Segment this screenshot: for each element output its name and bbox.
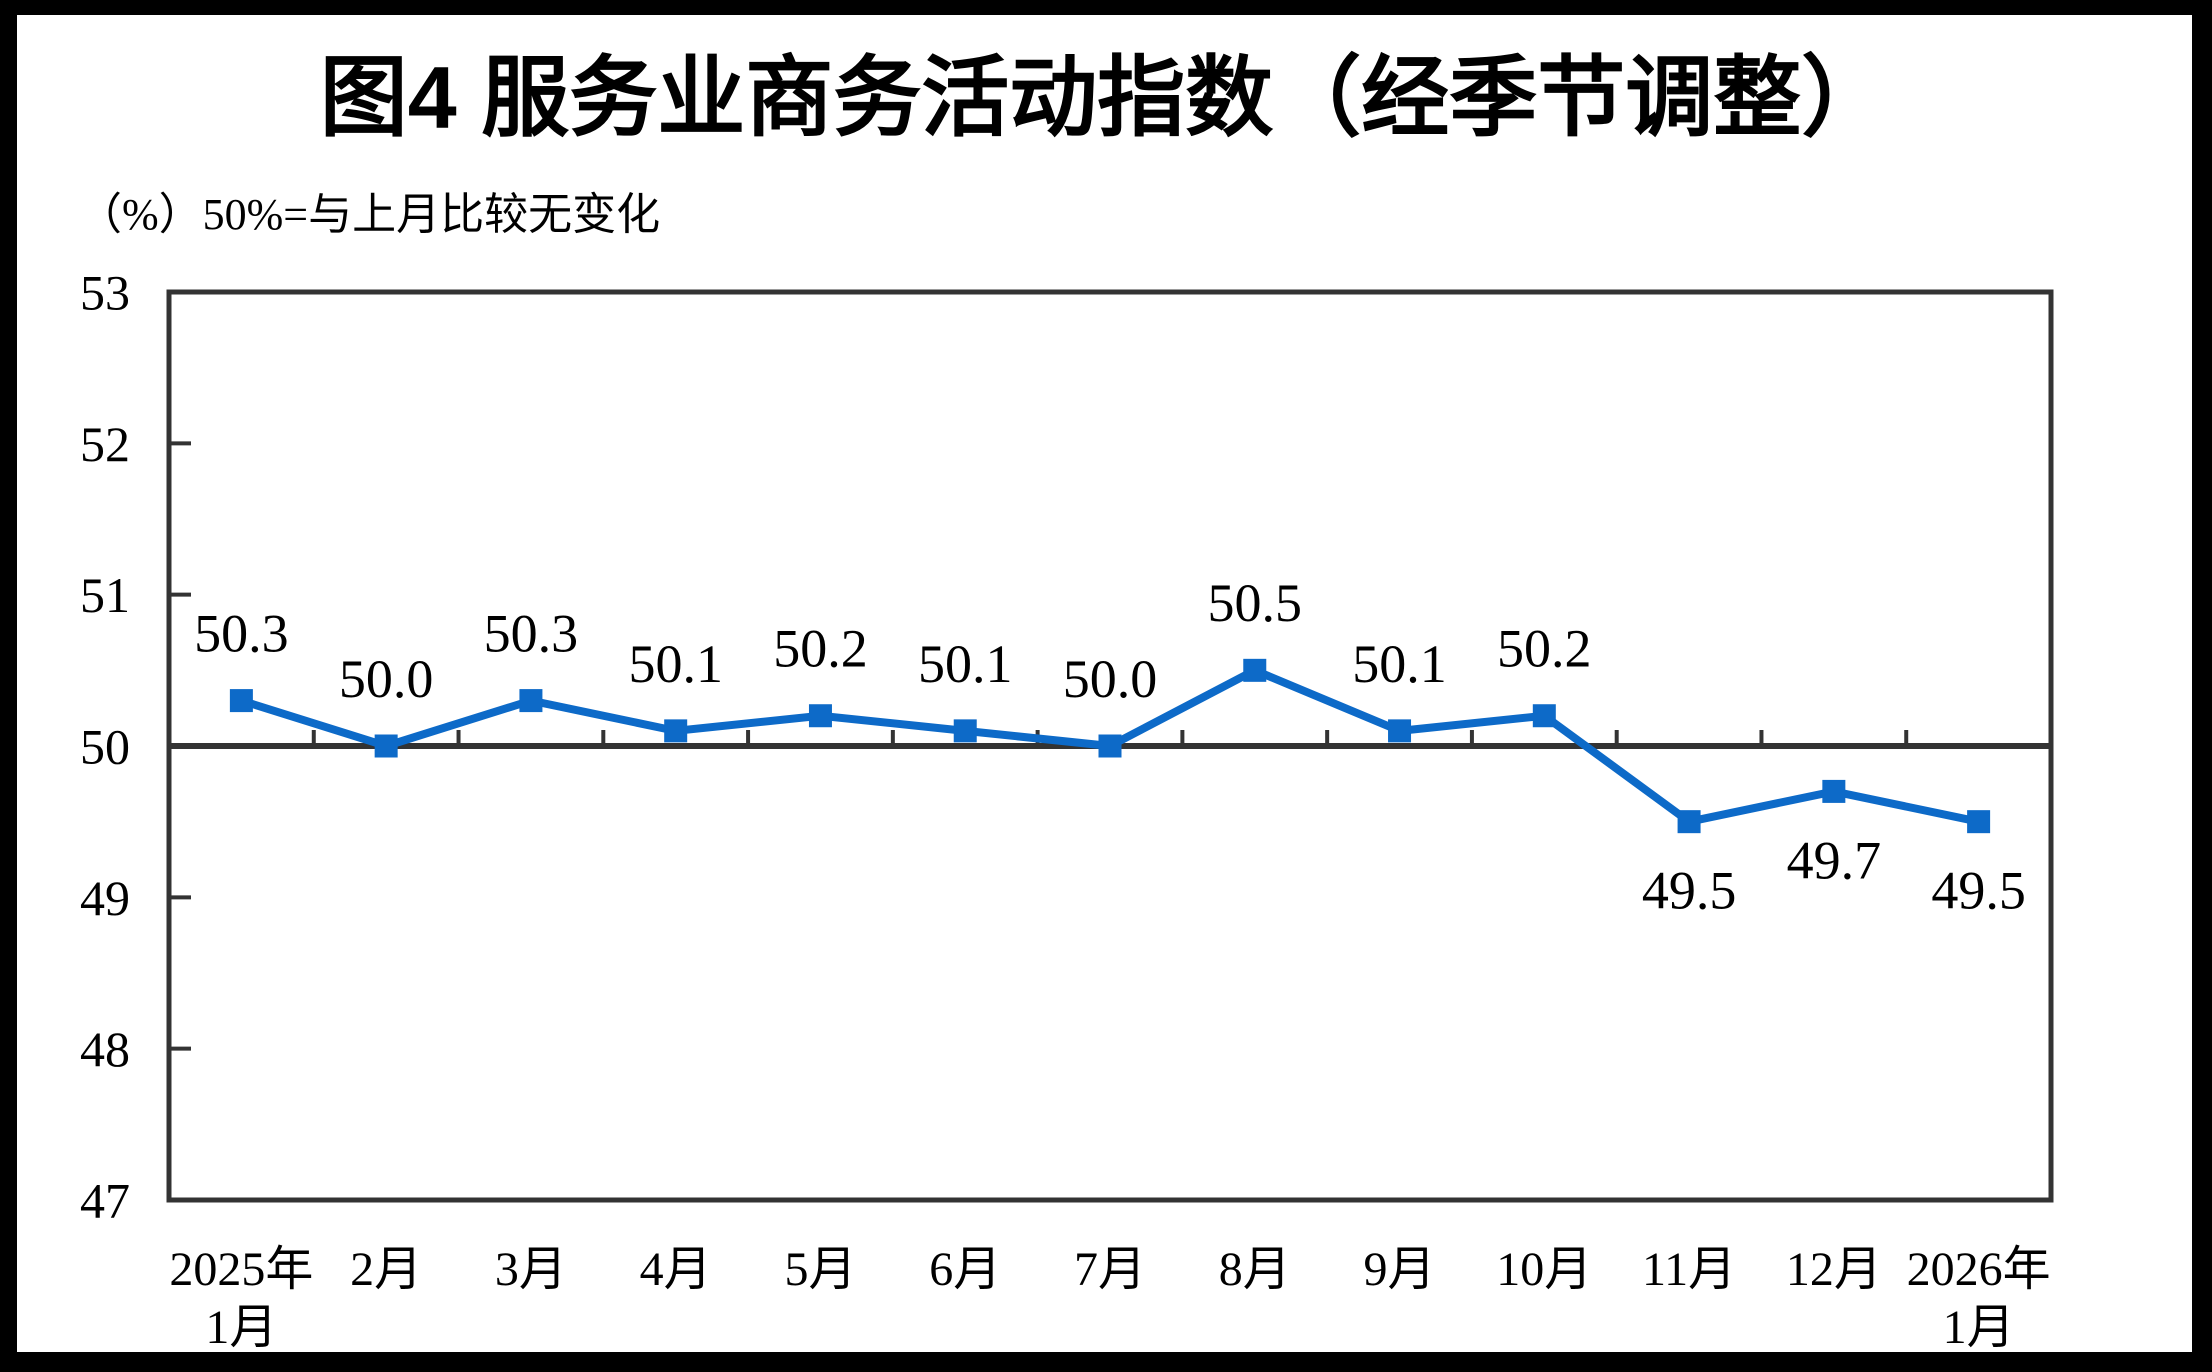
data-label: 50.0	[1063, 649, 1158, 709]
data-label: 50.1	[1352, 634, 1447, 694]
x-axis-tick-label: 3月	[495, 1243, 567, 1296]
x-axis-tick-label: 2025年	[169, 1243, 313, 1296]
data-point-marker	[1532, 704, 1556, 728]
data-point-marker	[664, 719, 688, 743]
data-point-marker	[1967, 810, 1991, 834]
chart-canvas: 图4 服务业商务活动指数（经季节调整） （%）50%=与上月比较无变化 53 52…	[17, 15, 2192, 1352]
y-axis-tick-label: 53	[80, 265, 130, 321]
x-axis-tick-label: 2026年	[1907, 1243, 2051, 1296]
x-axis-tick-label: 11月	[1642, 1243, 1736, 1296]
x-axis-tick-label: 5月	[784, 1243, 856, 1296]
data-point-marker	[953, 719, 977, 743]
x-axis-tick-label-line2: 1月	[1943, 1301, 2015, 1352]
y-axis-tick-label: 48	[80, 1021, 130, 1077]
data-label: 50.0	[339, 649, 434, 709]
data-label: 50.3	[194, 604, 289, 664]
y-axis-tick-label: 52	[80, 416, 130, 472]
x-axis-tick-label: 10月	[1496, 1243, 1592, 1296]
data-point-marker	[519, 689, 543, 713]
x-axis-tick-label-line2: 1月	[205, 1301, 277, 1352]
services-pmi-line-chart: 53 52 51 50 49 48 47 50.3 50.0 50.3 50.1 50.2 50.1 50…	[80, 265, 2054, 1352]
data-point-marker	[1388, 719, 1412, 743]
chart-title: 图4 服务业商务活动指数（经季节调整）	[319, 48, 1890, 147]
y-axis-tick-label: 50	[80, 719, 130, 775]
data-label: 50.5	[1208, 573, 1303, 633]
y-axis-tick-label: 47	[80, 1173, 130, 1229]
data-label: 50.2	[1497, 619, 1592, 679]
data-label: 49.5	[1931, 861, 2026, 921]
y-axis-tick-label: 51	[80, 567, 130, 623]
data-label: 50.2	[773, 619, 868, 679]
y-axis-unit-note: （%）50%=与上月比较无变化	[78, 190, 661, 239]
data-point-marker	[229, 689, 253, 713]
x-axis-tick-label: 2月	[350, 1243, 422, 1296]
data-label: 49.5	[1642, 861, 1737, 921]
data-point-marker	[374, 734, 398, 758]
x-axis-tick-label: 12月	[1786, 1243, 1882, 1296]
x-axis-tick-label: 9月	[1364, 1243, 1436, 1296]
y-axis-tick-label: 49	[80, 870, 130, 926]
data-label: 50.3	[484, 604, 579, 664]
data-point-marker	[1677, 810, 1701, 834]
x-axis-tick-label: 8月	[1219, 1243, 1291, 1296]
data-point-marker	[1822, 779, 1846, 803]
data-point-marker	[1243, 658, 1267, 682]
x-axis-tick-label: 4月	[640, 1243, 712, 1296]
x-axis-tick-label: 7月	[1074, 1243, 1146, 1296]
data-label: 50.1	[628, 634, 723, 694]
data-label: 50.1	[918, 634, 1013, 694]
data-label: 49.7	[1787, 830, 1882, 890]
data-point-marker	[808, 704, 832, 728]
data-point-marker	[1098, 734, 1122, 758]
x-axis-tick-label: 6月	[929, 1243, 1001, 1296]
